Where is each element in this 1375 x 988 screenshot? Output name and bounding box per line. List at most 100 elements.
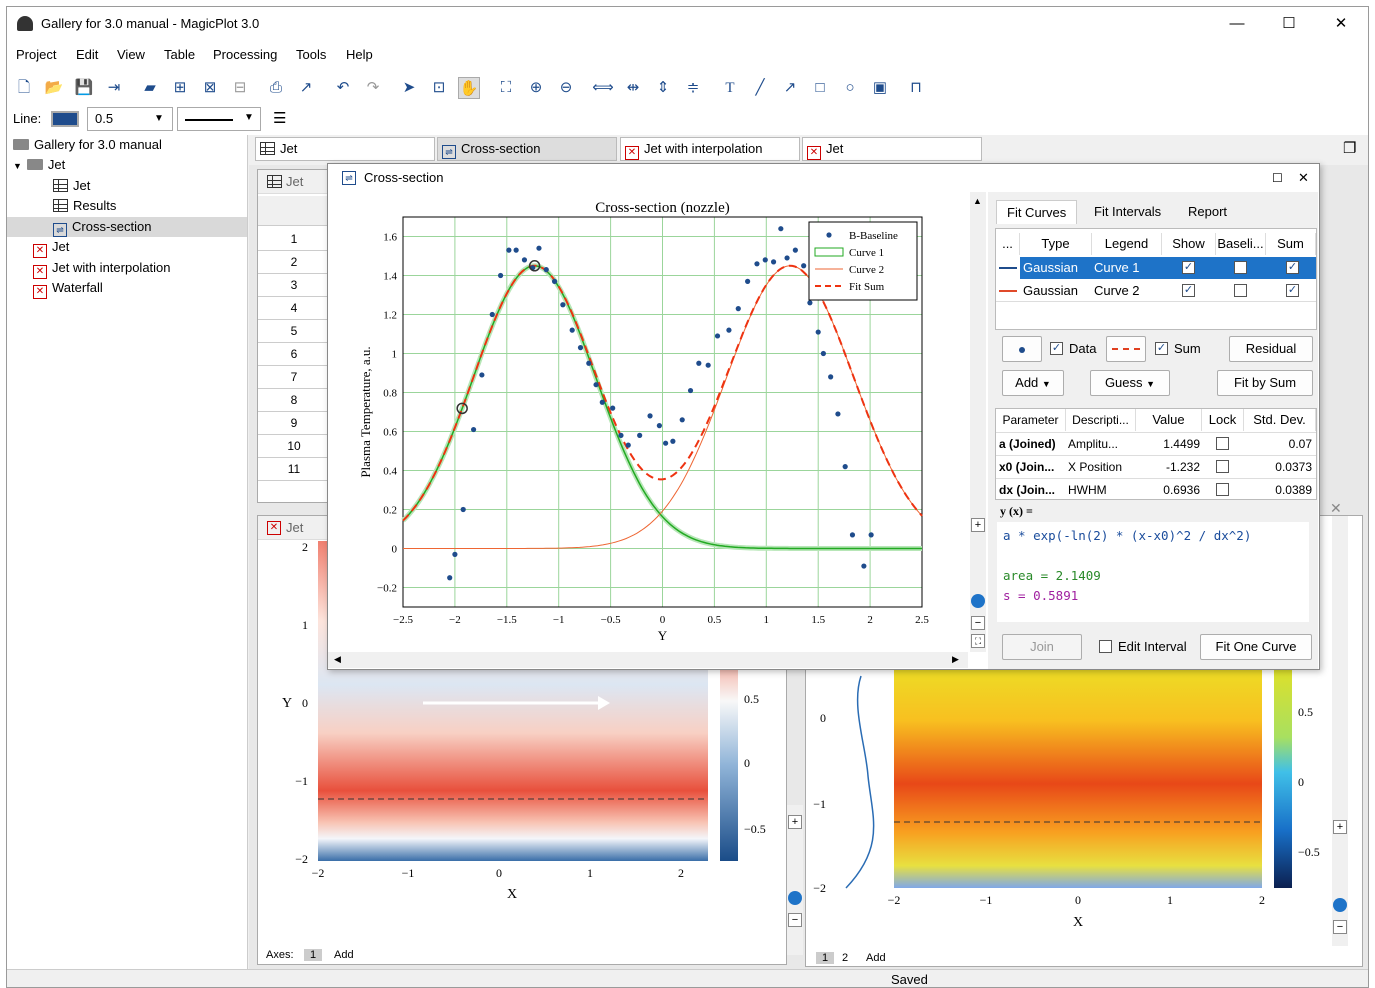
tree-folder-jet[interactable]: ▼ Jet bbox=[13, 157, 66, 172]
col-header[interactable]: Type bbox=[1020, 233, 1092, 255]
zoom-in-icon[interactable]: + bbox=[788, 815, 802, 829]
image-tool-icon[interactable]: ▣ bbox=[872, 79, 888, 96]
data-checkbox[interactable]: ✓ bbox=[1050, 342, 1063, 355]
sum-style-button[interactable] bbox=[1106, 336, 1146, 362]
layout-icon[interactable]: ⊓ bbox=[910, 79, 922, 96]
menu-processing[interactable]: Processing bbox=[213, 47, 278, 62]
menu-table[interactable]: Table bbox=[164, 47, 196, 62]
lock-checkbox[interactable] bbox=[1216, 460, 1229, 473]
sum-checkbox[interactable]: ✓ bbox=[1286, 261, 1299, 274]
line-width-input[interactable]: 0.5 ▼ bbox=[87, 107, 173, 131]
axes-add-button[interactable]: Add bbox=[334, 949, 354, 961]
zoom-out-icon[interactable]: − bbox=[1333, 920, 1347, 934]
pan-hand-icon[interactable]: ✋ bbox=[458, 77, 480, 99]
residual-button[interactable]: Residual bbox=[1229, 336, 1313, 362]
show-checkbox[interactable]: ✓ bbox=[1182, 261, 1195, 274]
formula-editor[interactable]: a * exp(-ln(2) * (x-x0)^2 / dx^2) area =… bbox=[997, 522, 1309, 622]
col-header[interactable]: Parameter bbox=[996, 409, 1066, 431]
row-number-cell[interactable]: 5 bbox=[258, 320, 331, 343]
zoom-x-icon[interactable]: ⇹ bbox=[626, 79, 640, 96]
sum-toggle-checkbox[interactable]: ✓ bbox=[1155, 342, 1168, 355]
text-tool-icon[interactable]: T bbox=[725, 80, 735, 96]
tree-root[interactable]: Gallery for 3.0 manual bbox=[13, 135, 162, 155]
window-list-icon[interactable]: ❐ bbox=[1343, 140, 1357, 157]
scroll-left-icon[interactable]: ◀ bbox=[334, 654, 341, 664]
new-plot-icon[interactable]: ⊠ bbox=[203, 79, 217, 96]
join-button[interactable]: Join bbox=[1002, 634, 1082, 660]
menu-help[interactable]: Help bbox=[346, 47, 373, 62]
tab-report[interactable]: Report bbox=[1188, 204, 1228, 219]
cross-section-chart[interactable]: −2.5 −2 −1.5 −1 −0.5 0 0.5 1 1.5 2 2.5 −0.2 0 0.2 0.4 0… bbox=[328, 192, 956, 658]
jet-zoom-slider[interactable]: + − bbox=[787, 805, 803, 955]
tree-item-jet-table[interactable]: Jet bbox=[53, 176, 90, 196]
tab-jet-interpolation[interactable]: ✕ Jet with interpolation bbox=[620, 137, 800, 161]
tree-item-results[interactable]: Results bbox=[53, 196, 116, 216]
menu-tools[interactable]: Tools bbox=[296, 47, 327, 62]
row-number-cell[interactable]: 8 bbox=[258, 389, 331, 412]
slider-handle[interactable] bbox=[788, 891, 802, 905]
show-checkbox[interactable]: ✓ bbox=[1182, 284, 1195, 297]
menu-view[interactable]: View bbox=[117, 47, 145, 62]
baseline-checkbox[interactable] bbox=[1234, 261, 1247, 274]
tab-jet-table[interactable]: Jet bbox=[255, 137, 435, 161]
line-style-select[interactable]: ▼ bbox=[177, 107, 261, 131]
page-button[interactable]: 1 bbox=[816, 952, 834, 964]
line-tool-icon[interactable]: ╱ bbox=[755, 79, 765, 96]
undo-icon[interactable]: ↶ bbox=[336, 79, 350, 96]
settings-sliders-icon[interactable]: ☰ bbox=[273, 110, 287, 127]
parameter-row[interactable]: x0 (Join... X Position -1.232 0.0373 bbox=[996, 455, 1316, 477]
ellipse-tool-icon[interactable]: ○ bbox=[845, 79, 855, 96]
tab-cross-section[interactable]: ⇌ Cross-section bbox=[437, 137, 617, 161]
zoom-y-icon[interactable]: ≑ bbox=[686, 79, 700, 96]
tree-item-jet-plot[interactable]: ✕ Jet bbox=[33, 237, 69, 258]
new-folder-icon[interactable]: ▰ bbox=[144, 79, 156, 96]
arrow-tool-icon[interactable]: ↗ bbox=[783, 79, 797, 96]
row-number-cell[interactable]: 4 bbox=[258, 297, 331, 320]
new-table-icon[interactable]: ⊞ bbox=[173, 79, 187, 96]
row-number-cell[interactable]: 10 bbox=[258, 435, 331, 458]
col-header[interactable]: Lock bbox=[1202, 409, 1244, 431]
menu-edit[interactable]: Edit bbox=[76, 47, 99, 62]
zoom-box-icon[interactable]: ⊡ bbox=[432, 79, 446, 96]
close-icon[interactable]: ✕ bbox=[1298, 170, 1309, 185]
rectangle-tool-icon[interactable]: □ bbox=[815, 79, 825, 96]
baseline-checkbox[interactable] bbox=[1234, 284, 1247, 297]
guess-button[interactable]: Guess ▼ bbox=[1090, 370, 1170, 396]
curve-row[interactable]: Gaussian Curve 1 ✓ ✓ bbox=[996, 257, 1316, 279]
print-icon[interactable]: ⎙ bbox=[269, 79, 282, 96]
slider-handle[interactable] bbox=[1333, 898, 1347, 912]
page-add-button[interactable]: Add bbox=[866, 952, 886, 964]
new-icon[interactable]: 🗋 bbox=[17, 79, 31, 96]
edit-interval-checkbox[interactable] bbox=[1099, 640, 1112, 653]
row-number-cell[interactable]: 12 bbox=[258, 481, 331, 486]
menu-project[interactable]: Project bbox=[16, 47, 57, 62]
tab-fit-intervals[interactable]: Fit Intervals bbox=[1094, 204, 1162, 219]
row-number-cell[interactable]: 11 bbox=[258, 458, 331, 481]
zoom-out-icon[interactable]: − bbox=[971, 616, 985, 630]
fit-all-icon[interactable]: ⛶ bbox=[500, 79, 512, 96]
import-icon[interactable]: ⇥ bbox=[107, 79, 121, 96]
parameter-row[interactable]: dx (Join... HWHM 0.6936 0.0389 bbox=[996, 478, 1316, 500]
row-number-cell[interactable]: 3 bbox=[258, 274, 331, 297]
col-header[interactable]: Legend bbox=[1092, 233, 1162, 255]
row-number-cell[interactable]: 6 bbox=[258, 343, 331, 366]
data-style-button[interactable] bbox=[1002, 336, 1042, 362]
tree-item-cross-section[interactable]: ⇌ Cross-section bbox=[7, 217, 247, 237]
zoom-in-icon[interactable]: ⊕ bbox=[529, 79, 543, 96]
zoom-out-icon[interactable]: − bbox=[788, 913, 802, 927]
close-button[interactable]: ✕ bbox=[1334, 15, 1348, 32]
pointer-icon[interactable]: ➤ bbox=[402, 79, 416, 96]
minimize-button[interactable]: — bbox=[1229, 15, 1245, 32]
open-icon[interactable]: 📂 bbox=[44, 79, 64, 96]
col-header[interactable]: Std. Dev. bbox=[1244, 409, 1316, 431]
axes-page-button[interactable]: 1 bbox=[304, 949, 322, 961]
line-color-swatch[interactable] bbox=[51, 111, 79, 127]
zoom-slider[interactable]: + − bbox=[1332, 516, 1348, 946]
maximize-button[interactable]: ☐ bbox=[1282, 15, 1296, 32]
close-icon[interactable]: ✕ bbox=[1330, 500, 1342, 516]
chart-zoom-slider[interactable]: ▲ + − ⛶ bbox=[970, 192, 986, 652]
lock-checkbox[interactable] bbox=[1216, 483, 1229, 496]
fit-x-icon[interactable]: ⟺ bbox=[592, 79, 614, 96]
tab-fit-curves[interactable]: Fit Curves bbox=[996, 200, 1078, 224]
fit-y-icon[interactable]: ⇕ bbox=[656, 79, 670, 96]
